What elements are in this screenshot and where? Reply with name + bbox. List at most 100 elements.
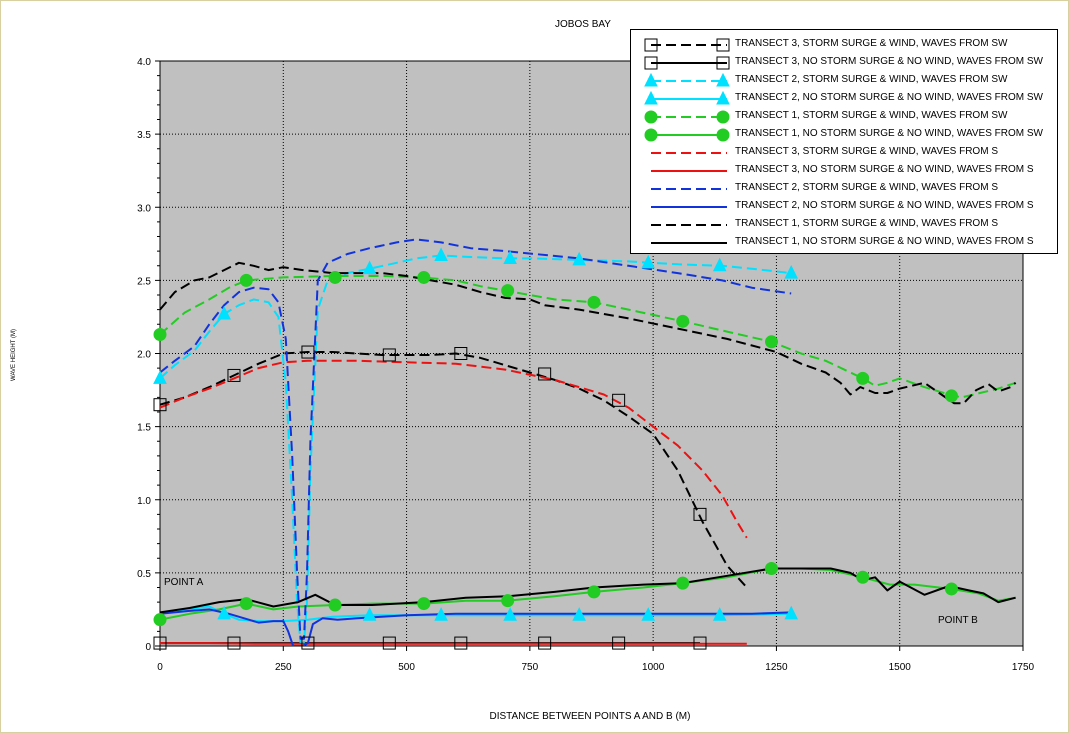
legend-swatch xyxy=(644,90,730,105)
legend-label: TRANSECT 2, NO STORM SURGE & NO WIND, WA… xyxy=(735,92,1043,103)
legend-label: TRANSECT 2, STORM SURGE & WIND, WAVES FR… xyxy=(735,182,998,193)
series-line xyxy=(160,567,1016,621)
data-point-circle xyxy=(587,295,601,309)
data-point-triangle xyxy=(716,90,730,105)
x-axis-label: DISTANCE BETWEEN POINTS A AND B (M) xyxy=(490,711,691,722)
legend-swatch xyxy=(651,152,727,154)
data-point-circle xyxy=(856,371,870,385)
legend-item: TRANSECT 2, STORM SURGE & WIND, WAVES FR… xyxy=(631,71,1057,89)
data-point-triangle xyxy=(362,260,377,275)
data-point-circle xyxy=(239,597,253,611)
data-point-square xyxy=(693,507,707,521)
legend-item: TRANSECT 1, STORM SURGE & WIND, WAVES FR… xyxy=(631,107,1057,125)
series-line xyxy=(160,351,748,589)
data-point-triangle xyxy=(217,605,231,620)
axes: 0 250 500 750 1000 1250 1500 1750 0 0.5 1.0 1.5 2.0 2… xyxy=(137,57,1034,673)
legend-item: TRANSECT 1, NO STORM SURGE & NO WIND, WA… xyxy=(631,125,1057,143)
data-point-triangle xyxy=(434,247,448,262)
legend-item: TRANSECT 1, NO STORM SURGE & NO WIND, WA… xyxy=(631,233,1057,251)
x-tick-label: 1250 xyxy=(765,662,788,673)
data-point-circle xyxy=(716,110,730,124)
legend-swatch xyxy=(651,224,727,226)
x-tick-label: 1000 xyxy=(642,662,665,673)
data-point-square xyxy=(382,636,396,650)
y-tick-label: 1.5 xyxy=(137,423,151,434)
x-tick-label: 0 xyxy=(157,662,163,673)
data-point-square xyxy=(153,398,167,412)
data-point-circle xyxy=(856,570,870,584)
legend-swatch xyxy=(644,72,730,87)
legend-swatch xyxy=(651,242,727,244)
data-point-triangle xyxy=(712,607,727,621)
legend-label: TRANSECT 3, NO STORM SURGE & NO WIND, WA… xyxy=(735,56,1043,67)
data-point-triangle xyxy=(572,607,586,621)
point-b-annotation: POINT B xyxy=(938,615,978,626)
series-line xyxy=(160,254,792,645)
series-line xyxy=(160,261,1017,405)
x-tick-label: 1500 xyxy=(889,662,912,673)
data-point-circle xyxy=(587,585,601,599)
data-point-square xyxy=(227,636,241,650)
data-point-circle xyxy=(944,582,958,596)
legend-item: TRANSECT 3, NO STORM SURGE & NO WIND, WA… xyxy=(631,53,1057,71)
data-point-square xyxy=(454,347,468,360)
data-point-square xyxy=(538,367,552,381)
legend-item: TRANSECT 3, STORM SURGE & WIND, WAVES FR… xyxy=(631,35,1057,53)
data-point-circle xyxy=(328,598,342,612)
x-tick-label: 500 xyxy=(398,662,415,673)
data-point-triangle xyxy=(217,305,231,320)
data-point-triangle xyxy=(362,607,377,621)
data-point-triangle xyxy=(716,72,730,87)
data-point-triangle xyxy=(712,257,727,272)
legend-swatch xyxy=(651,188,727,190)
data-point-triangle xyxy=(503,250,517,264)
chart-title: JOBOS BAY xyxy=(555,19,611,30)
y-tick-label: 2.0 xyxy=(137,350,151,361)
y-tick-label: 4.0 xyxy=(137,57,151,68)
series-line xyxy=(160,608,792,646)
data-point-square xyxy=(153,636,167,650)
legend-label: TRANSECT 2, NO STORM SURGE & NO WIND, WA… xyxy=(735,200,1034,211)
data-point-triangle xyxy=(641,607,656,621)
data-point-triangle xyxy=(784,605,799,620)
data-point-triangle xyxy=(153,370,167,384)
data-point-circle xyxy=(676,576,690,590)
series-group xyxy=(160,238,1017,646)
legend-label: TRANSECT 2, STORM SURGE & WIND, WAVES FR… xyxy=(735,74,1008,85)
legend-swatch xyxy=(644,128,730,142)
data-point-circle xyxy=(501,284,515,298)
y-tick-label: 3.0 xyxy=(137,203,151,214)
y-axis-label: WAVE HEIGHT (M) xyxy=(11,329,17,381)
y-tick-label: 0 xyxy=(145,642,151,653)
data-point-circle xyxy=(716,128,730,142)
legend-swatch xyxy=(644,110,730,124)
y-tick-label: 0.5 xyxy=(137,569,151,580)
markers-group xyxy=(153,247,958,650)
data-point-square xyxy=(301,636,315,650)
data-point-circle xyxy=(644,128,658,142)
legend-item: TRANSECT 1, STORM SURGE & WIND, WAVES FR… xyxy=(631,215,1057,233)
legend-label: TRANSECT 3, STORM SURGE & WIND, WAVES FR… xyxy=(735,146,998,157)
y-tick-label: 3.5 xyxy=(137,130,151,141)
data-point-square xyxy=(612,393,626,407)
data-point-square xyxy=(716,56,730,70)
data-point-triangle xyxy=(644,90,658,105)
x-tick-label: 1750 xyxy=(1012,662,1035,673)
data-point-circle xyxy=(153,613,167,627)
legend-swatch xyxy=(644,56,730,70)
data-point-circle xyxy=(944,389,958,403)
legend-item: TRANSECT 3, STORM SURGE & WIND, WAVES FR… xyxy=(631,143,1057,161)
legend: TRANSECT 3, STORM SURGE & WIND, WAVES FR… xyxy=(630,29,1058,254)
data-point-triangle xyxy=(434,607,448,621)
data-point-triangle xyxy=(641,254,656,269)
series-line xyxy=(160,275,1016,399)
data-point-triangle xyxy=(644,72,658,87)
point-a-annotation: POINT A xyxy=(164,577,204,588)
legend-swatch xyxy=(644,38,730,52)
legend-item: TRANSECT 2, STORM SURGE & WIND, WAVES FR… xyxy=(631,179,1057,197)
legend-label: TRANSECT 1, STORM SURGE & WIND, WAVES FR… xyxy=(735,218,998,229)
data-point-circle xyxy=(153,327,167,341)
data-point-triangle xyxy=(503,607,517,621)
data-point-square xyxy=(716,38,730,52)
legend-swatch xyxy=(651,206,727,208)
